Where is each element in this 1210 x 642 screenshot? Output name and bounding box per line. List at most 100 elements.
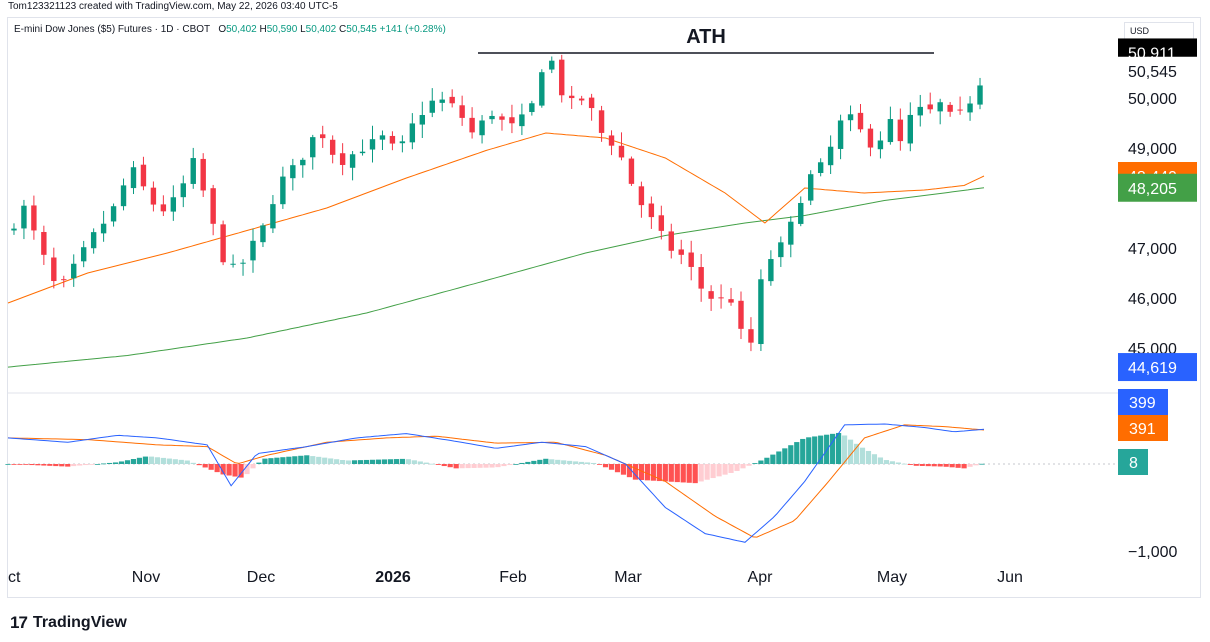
- macd-histogram-bar: [567, 460, 573, 464]
- candle: [628, 156, 635, 186]
- candle-body: [290, 165, 296, 179]
- macd-histogram-bar: [656, 464, 662, 482]
- candle-body: [379, 135, 386, 140]
- candle: [857, 104, 864, 133]
- macd-histogram-bar: [818, 435, 824, 464]
- candle: [678, 239, 684, 265]
- macd-histogram-bar: [800, 438, 806, 464]
- macd-histogram-bar: [35, 464, 41, 466]
- candle-body: [210, 188, 216, 224]
- candle-body: [578, 98, 585, 101]
- macd-histogram-bar: [268, 458, 274, 464]
- candle-body: [190, 158, 196, 184]
- macd-histogram-bar: [830, 433, 836, 464]
- candle-body: [280, 176, 286, 205]
- macd-histogram-bar: [340, 459, 346, 464]
- candle: [389, 131, 396, 151]
- macd-histogram-bar: [537, 459, 543, 464]
- macd-histogram-bar: [895, 462, 901, 464]
- macd-histogram-bar: [429, 463, 435, 465]
- candle-body: [718, 297, 724, 299]
- candle: [887, 106, 894, 145]
- macd-histogram-bar: [758, 460, 764, 464]
- change-value: +141 (+0.28%): [379, 24, 446, 35]
- candle: [758, 269, 764, 352]
- candle-body: [768, 259, 774, 282]
- macd-histogram-bar: [877, 457, 884, 464]
- candle: [559, 54, 565, 103]
- candle: [170, 185, 177, 221]
- candle: [897, 108, 904, 151]
- candle-body: [688, 252, 694, 267]
- candle-body: [489, 115, 495, 120]
- candle-body: [90, 232, 97, 249]
- macd-histogram-bar: [692, 464, 698, 484]
- macd-histogram-bar: [788, 445, 794, 464]
- macd-histogram-bar: [316, 456, 322, 464]
- macd-histogram-bar: [782, 448, 788, 464]
- price-badge: 48,205: [1118, 173, 1197, 202]
- candle: [359, 139, 366, 156]
- macd-histogram-bar: [794, 442, 800, 464]
- macd-histogram-bar: [859, 447, 866, 464]
- candle: [977, 77, 983, 110]
- brand-name: TradingView: [32, 614, 127, 631]
- candle: [449, 89, 455, 108]
- candle: [798, 196, 804, 227]
- symbol-name: E-mini Dow Jones ($5) Futures · 1D · CBO…: [14, 24, 210, 35]
- macd-histogram-bar: [381, 459, 388, 464]
- macd-histogram-bar: [555, 459, 561, 464]
- macd-histogram-bar: [459, 464, 465, 469]
- macd-histogram-bar: [310, 456, 316, 464]
- macd-histogram-bar: [71, 464, 77, 467]
- macd-histogram-bar: [525, 461, 531, 464]
- candle: [320, 125, 326, 148]
- macd-histogram-bar: [41, 464, 47, 466]
- open-label: O: [218, 24, 227, 35]
- macd-histogram-bar: [614, 464, 621, 473]
- candle-body: [220, 224, 226, 263]
- candle: [917, 94, 923, 127]
- macd-histogram-bar: [967, 464, 973, 467]
- macd-histogram-bar: [208, 464, 214, 470]
- tradingview-logo-icon: 17: [10, 613, 28, 632]
- candle-body: [798, 202, 804, 224]
- macd-histogram-bar: [686, 464, 692, 483]
- candle-body: [230, 263, 236, 265]
- candle-body: [310, 137, 316, 158]
- macd-histogram-bar: [59, 464, 65, 467]
- tradingview-logo[interactable]: 17 TradingView: [10, 612, 127, 634]
- candle: [907, 102, 914, 152]
- macd-histogram-bar: [29, 464, 35, 466]
- candle-body: [429, 100, 435, 113]
- macd-histogram-bar: [680, 464, 686, 483]
- candle: [31, 195, 37, 240]
- macd-histogram-bar: [925, 464, 931, 467]
- macd-badge-bg: [1118, 389, 1168, 415]
- candle-body: [339, 153, 346, 165]
- macd-histogram-bar: [226, 464, 232, 476]
- macd-histogram-bar: [328, 458, 334, 464]
- candle-body: [738, 300, 744, 329]
- macd-histogram-bar: [369, 459, 376, 464]
- candle: [698, 254, 704, 302]
- candle-body: [300, 159, 306, 166]
- macd-histogram-bar: [357, 460, 364, 464]
- candle-body: [180, 183, 186, 198]
- candle-body: [449, 96, 455, 104]
- macd-histogram-bar: [214, 464, 220, 473]
- candle: [708, 285, 714, 311]
- price-tick-label: 47,000: [1128, 241, 1177, 258]
- macd-histogram-bar: [411, 460, 417, 464]
- macd-histogram-bar: [764, 457, 770, 464]
- macd-histogram-bar: [650, 464, 656, 481]
- price-badge: 50,545: [1118, 56, 1197, 85]
- macd-histogram-bar: [483, 464, 489, 468]
- candle-body: [250, 240, 256, 261]
- candle-body: [389, 135, 396, 144]
- macd-histogram-bar: [620, 464, 627, 475]
- candle-body: [529, 103, 535, 113]
- candle-body: [320, 134, 326, 139]
- macd-histogram-bar: [812, 436, 818, 464]
